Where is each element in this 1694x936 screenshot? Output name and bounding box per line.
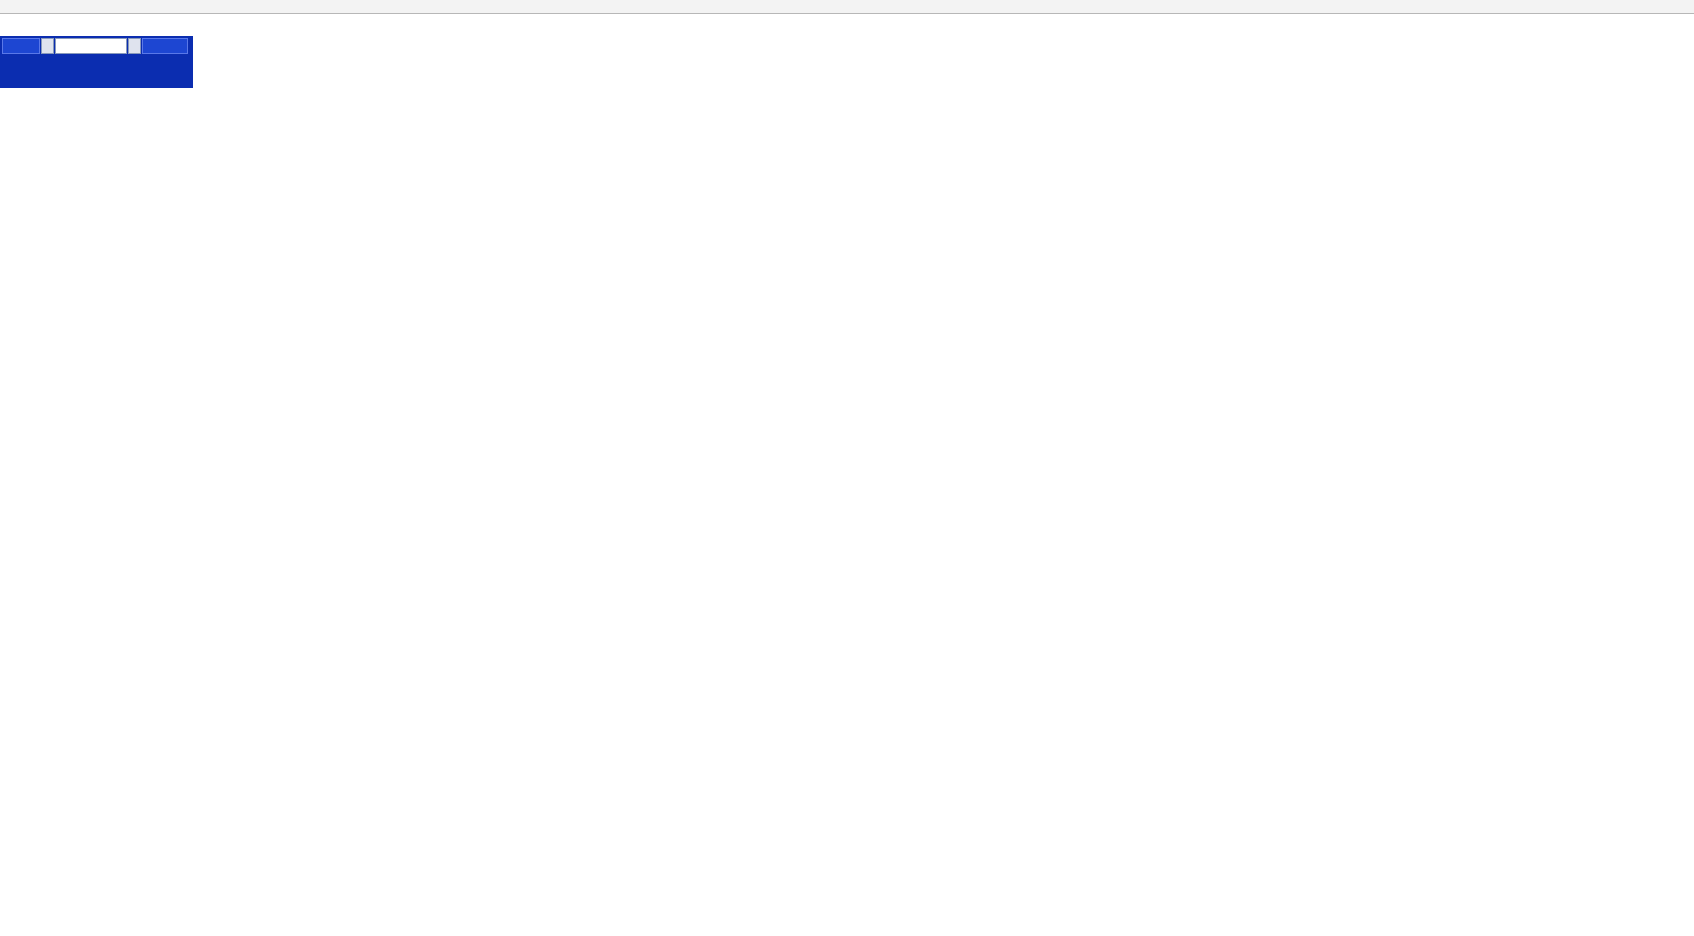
sell-button[interactable] — [2, 38, 40, 54]
lot-size-input[interactable] — [55, 38, 127, 54]
macd-indicator-label — [2, 549, 10, 559]
toolbar — [0, 0, 1694, 14]
rsi-indicator-label — [2, 697, 6, 707]
buy-button[interactable] — [142, 38, 188, 54]
lot-decrease-button[interactable] — [41, 38, 54, 54]
one-click-trade-panel — [0, 36, 193, 88]
trade-panel-controls — [2, 38, 191, 54]
price-scale[interactable] — [1523, 14, 1568, 872]
time-axis[interactable] — [0, 856, 1694, 872]
lot-increase-button[interactable] — [128, 38, 141, 54]
